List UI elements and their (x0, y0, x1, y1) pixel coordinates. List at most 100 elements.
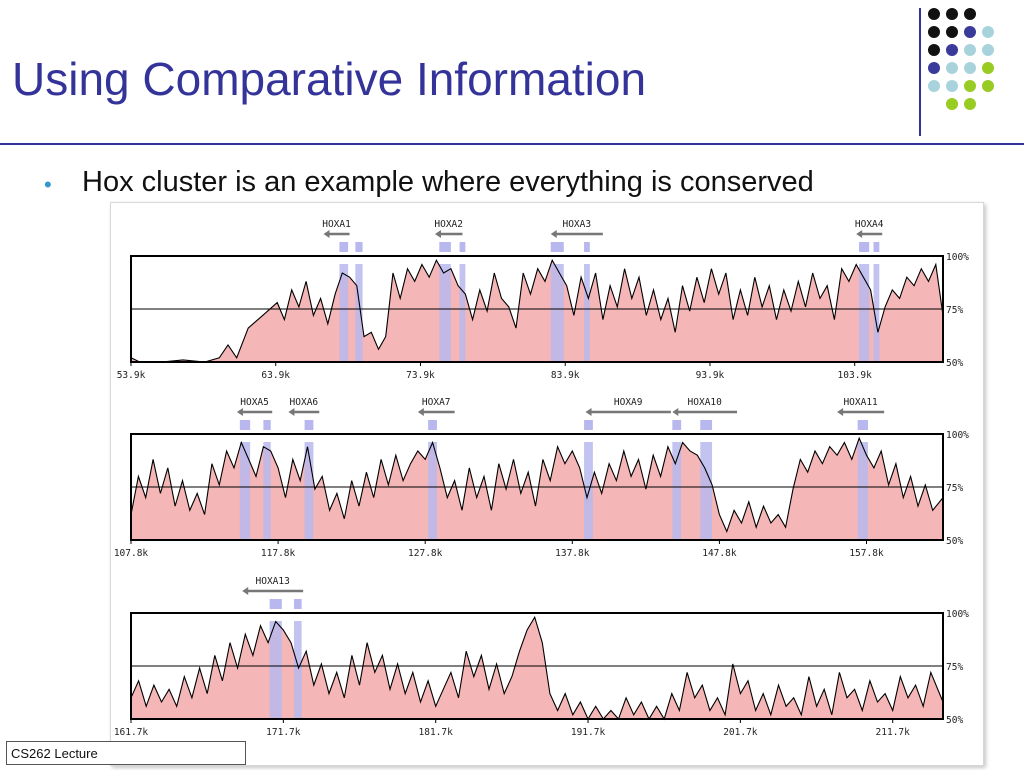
gene-label: HOXA7 (422, 397, 451, 408)
exon-shade (339, 264, 349, 362)
exon-marker (584, 420, 593, 430)
exon-marker (339, 242, 349, 252)
x-tick-label: 137.8k (555, 548, 590, 559)
gene-arrow-head (672, 408, 679, 416)
decorative-dot (964, 98, 976, 110)
x-tick-label: 53.9k (117, 370, 146, 381)
decorative-dot (982, 80, 994, 92)
decorative-dot (964, 62, 976, 74)
y-tick-label: 100% (946, 252, 969, 263)
x-tick-label: 147.8k (702, 548, 737, 559)
exon-shade (873, 264, 880, 362)
exon-marker (239, 420, 251, 430)
x-tick-label: 191.7k (571, 727, 606, 738)
conservation-trace (130, 258, 944, 363)
x-tick-label: 201.7k (723, 727, 758, 738)
exon-marker (459, 242, 466, 252)
conservation-plot: HOXA1 HOXA2 HOXA3 HOXA4 100% 75% 50% 53.9k 63.9k… (114, 219, 969, 738)
exon-shade (294, 621, 302, 719)
decorative-dot (946, 62, 958, 74)
y-tick-label: 50% (946, 715, 963, 726)
x-tick-label: 93.9k (696, 370, 725, 381)
gene-label: HOXA11 (843, 397, 878, 408)
conservation-plot-figure: HOXA1 HOXA2 HOXA3 HOXA4 100% 75% 50% 53.9k 63.9k… (110, 202, 984, 766)
exon-marker (294, 599, 302, 609)
x-tick-label: 83.9k (551, 370, 580, 381)
x-tick-label: 161.7k (114, 727, 149, 738)
exon-shade (428, 442, 437, 540)
decorative-dot (928, 26, 940, 38)
decorative-dot (946, 98, 958, 110)
gene-arrow-head (434, 230, 441, 238)
gene-arrow-head (837, 408, 844, 416)
gene-arrow-head (585, 408, 592, 416)
x-tick-label: 171.7k (266, 727, 301, 738)
gene-label: HOXA9 (614, 397, 643, 408)
exon-marker (859, 242, 870, 252)
exon-marker (584, 242, 590, 252)
y-tick-label: 100% (946, 430, 969, 441)
x-tick-label: 107.8k (114, 548, 149, 559)
y-tick-label: 75% (946, 305, 963, 316)
exon-shade (550, 264, 564, 362)
gene-arrow-head (236, 408, 243, 416)
gene-label: HOXA6 (290, 397, 319, 408)
slide-title: Using Comparative Information (12, 53, 647, 105)
exon-marker (550, 242, 564, 252)
exon-shade (859, 264, 870, 362)
decorative-dot (928, 80, 940, 92)
exon-shade (672, 442, 682, 540)
exon-marker (263, 420, 271, 430)
conservation-trace (130, 615, 944, 721)
exon-shade (700, 442, 713, 540)
gene-arrow-head (288, 408, 295, 416)
decorative-dot (964, 44, 976, 56)
gene-arrow-head (323, 230, 330, 238)
y-tick-label: 50% (946, 358, 963, 369)
decorative-dot (946, 26, 958, 38)
gene-label: HOXA1 (322, 219, 351, 230)
bullet-text: Hox cluster is an example where everythi… (82, 166, 814, 198)
x-tick-label: 211.7k (876, 727, 911, 738)
exon-shade (304, 442, 314, 540)
conserved-region-fill (131, 438, 943, 540)
gene-label: HOXA2 (434, 219, 463, 230)
y-tick-label: 75% (946, 483, 963, 494)
gene-label: HOXA10 (688, 397, 723, 408)
conserved-region-fill (131, 617, 943, 719)
decorative-dot (946, 44, 958, 56)
x-tick-label: 157.8k (849, 548, 884, 559)
exon-marker (857, 420, 868, 430)
exon-marker (672, 420, 682, 430)
exon-marker (439, 242, 451, 252)
conservation-trace (130, 436, 944, 534)
conserved-region-fill (131, 260, 943, 362)
exon-shade (239, 442, 251, 540)
title-underline (0, 143, 1024, 145)
exon-shade (355, 264, 363, 362)
gene-label: HOXA13 (256, 576, 290, 587)
footer-label: CS262 Lecture (6, 741, 246, 765)
gene-arrow-head (550, 230, 557, 238)
decorative-dot (928, 62, 940, 74)
decorative-dot (946, 8, 958, 20)
decorative-dot (964, 80, 976, 92)
decorative-dot (928, 8, 940, 20)
exon-shade (857, 442, 868, 540)
decorative-dot (946, 80, 958, 92)
gene-label: HOXA4 (855, 219, 884, 230)
exon-shade (584, 264, 590, 362)
gene-arrow-head (856, 230, 863, 238)
y-tick-label: 50% (946, 536, 963, 547)
exon-marker (304, 420, 314, 430)
x-tick-label: 127.8k (408, 548, 443, 559)
x-tick-label: 73.9k (406, 370, 435, 381)
x-tick-label: 117.8k (261, 548, 296, 559)
exon-marker (700, 420, 713, 430)
exon-marker (269, 599, 282, 609)
decorative-dot (928, 44, 940, 56)
y-tick-label: 75% (946, 662, 963, 673)
exon-marker (355, 242, 363, 252)
x-tick-label: 103.9k (838, 370, 873, 381)
gene-arrow-head (242, 587, 249, 595)
